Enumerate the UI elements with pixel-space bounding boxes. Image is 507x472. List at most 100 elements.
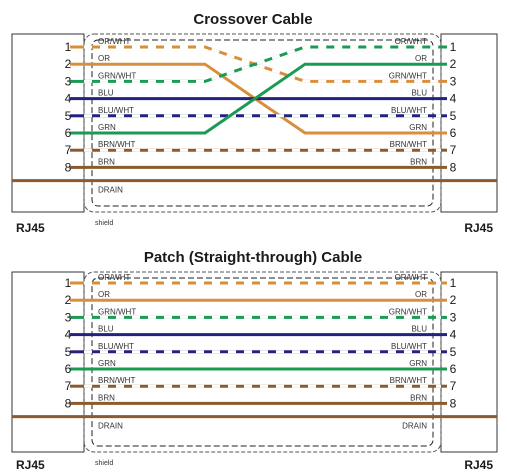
wire-pin-3: GRN/WHT GRN/WHT <box>70 307 447 319</box>
wire-pin-6: GRN OR <box>70 54 447 135</box>
wire-pin-3: GRN/WHT OR/WHT <box>70 37 447 83</box>
wire-pin-7: BRN/WHT BRN/WHT <box>70 376 447 388</box>
pin-number-left: 6 <box>65 362 72 376</box>
pin-number-right: 3 <box>450 310 457 324</box>
pin-number-left: 2 <box>65 293 72 307</box>
wire-pin-4: BLU BLU <box>70 89 447 101</box>
right-connector-label: RJ45 <box>464 221 493 235</box>
wire-label-right: OR/WHT <box>395 37 428 46</box>
wire-drain: DRAIN DRAIN <box>12 415 497 431</box>
wire-drain: DRAIN <box>12 179 497 195</box>
pin-number-left: 8 <box>65 160 72 174</box>
pin-number-left: 5 <box>65 345 72 359</box>
diagram-title: Patch (Straight-through) Cable <box>144 249 362 266</box>
wire-label-right: OR <box>415 290 427 299</box>
pin-number-left: 7 <box>65 143 72 157</box>
wire-label-right: OR <box>415 54 427 63</box>
pin-number-right: 2 <box>450 293 457 307</box>
wire-label-right: GRN <box>409 359 427 368</box>
wire-pin-7: BRN/WHT BRN/WHT <box>70 140 447 152</box>
cable-jacket-outline <box>91 277 434 447</box>
wire-label-left: OR/WHT <box>98 37 131 46</box>
wire-label-right: GRN <box>409 123 427 132</box>
pin-number-right: 1 <box>450 276 457 290</box>
pin-number-right: 3 <box>450 74 457 88</box>
wire-label-right: BLU <box>411 89 427 98</box>
wire-pin-5: BLU/WHT BLU/WHT <box>70 342 447 354</box>
wire-label-left: OR <box>98 54 110 63</box>
wire-label-left: BLU/WHT <box>98 342 134 351</box>
pin-number-left: 4 <box>65 328 72 342</box>
wire-label-right: BRN <box>410 157 427 166</box>
wire-label-right: BLU/WHT <box>391 342 427 351</box>
pin-number-left: 6 <box>65 126 72 140</box>
wire-label-left: DRAIN <box>98 186 123 195</box>
wire-label-right: BRN <box>410 393 427 402</box>
wire-pin-4: BLU BLU <box>70 325 447 337</box>
pin-number-left: 2 <box>65 57 72 71</box>
wire-pin-6: GRN GRN <box>70 359 447 371</box>
pin-number-right: 7 <box>450 379 457 393</box>
wire-label-right: BRN/WHT <box>390 376 427 385</box>
wire-pin-8: BRN BRN <box>70 157 447 169</box>
wire-pin-5: BLU/WHT BLU/WHT <box>70 106 447 118</box>
wire-label-left: BRN/WHT <box>98 140 135 149</box>
wire-label-left: BLU <box>98 89 114 98</box>
pin-number-right: 1 <box>450 40 457 54</box>
wire-label-left: OR/WHT <box>98 273 131 282</box>
shield-label: shield <box>95 220 113 227</box>
shield-outline <box>83 271 442 453</box>
wire-label-right: BRN/WHT <box>390 140 427 149</box>
pin-number-right: 4 <box>450 92 457 106</box>
wire-label-right: OR/WHT <box>395 273 428 282</box>
pin-number-left: 5 <box>65 109 72 123</box>
wire-label-left: BRN/WHT <box>98 376 135 385</box>
wire-label-left: GRN/WHT <box>98 307 136 316</box>
diagram-title: Crossover Cable <box>193 11 312 28</box>
wire-label-right: GRN/WHT <box>389 71 427 80</box>
wire-label-left: GRN/WHT <box>98 71 136 80</box>
left-connector-label: RJ45 <box>16 458 45 472</box>
left-connector-label: RJ45 <box>16 221 45 235</box>
wire-label-right: GRN/WHT <box>389 307 427 316</box>
pin-number-right: 4 <box>450 328 457 342</box>
cable-diagram-crossover: Crossover Cable OR/WHT GRN/WHT OR GRN GRN/WHT… <box>11 11 498 235</box>
pin-number-left: 1 <box>65 276 72 290</box>
cable-jacket-outline <box>91 39 434 207</box>
wire-label-left: GRN <box>98 359 116 368</box>
wire-pin-8: BRN BRN <box>70 393 447 405</box>
shield-outline <box>83 33 442 213</box>
pin-number-left: 3 <box>65 310 72 324</box>
shield-label: shield <box>95 460 113 467</box>
wire-pin-2: OR OR <box>70 290 447 302</box>
wire-stripe <box>84 45 441 83</box>
wire-label-left: GRN <box>98 123 116 132</box>
pin-number-right: 5 <box>450 109 457 123</box>
pin-number-right: 6 <box>450 362 457 376</box>
pin-number-right: 8 <box>450 160 457 174</box>
left-rj45-connector <box>11 33 85 213</box>
pin-number-right: 5 <box>450 345 457 359</box>
wire-label-right: BLU/WHT <box>391 106 427 115</box>
pin-number-right: 7 <box>450 143 457 157</box>
wire-label-left: DRAIN <box>98 422 123 431</box>
right-connector-label: RJ45 <box>464 458 493 472</box>
wire-label-left: BRN <box>98 157 115 166</box>
wire-line <box>84 62 441 135</box>
pin-number-right: 8 <box>450 396 457 410</box>
right-rj45-connector <box>440 33 498 213</box>
pin-number-right: 6 <box>450 126 457 140</box>
pin-number-left: 4 <box>65 92 72 106</box>
wire-label-left: BLU/WHT <box>98 106 134 115</box>
pin-number-left: 1 <box>65 40 72 54</box>
wire-pin-1: OR/WHT OR/WHT <box>70 273 447 285</box>
wire-label-right: BLU <box>411 325 427 334</box>
pin-number-left: 8 <box>65 396 72 410</box>
right-rj45-connector <box>440 271 498 453</box>
pin-number-left: 7 <box>65 379 72 393</box>
wire-stripe <box>84 45 441 83</box>
pin-number-left: 3 <box>65 74 72 88</box>
pin-number-right: 2 <box>450 57 457 71</box>
